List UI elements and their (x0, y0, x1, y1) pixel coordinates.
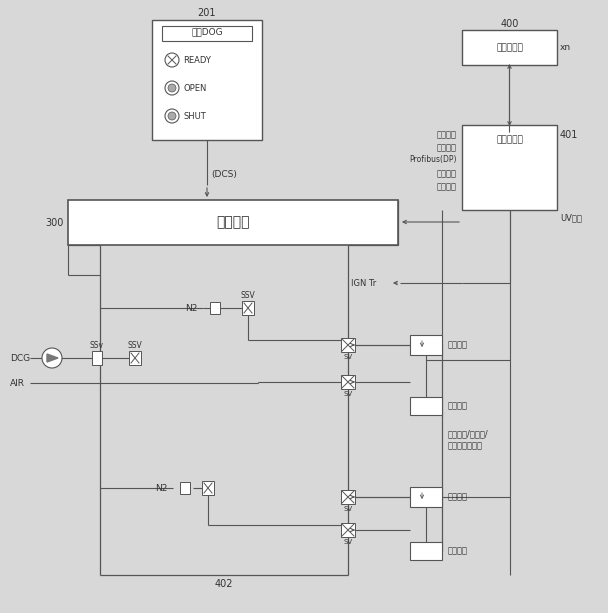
Bar (462, 30, 557, 65)
Circle shape (165, 53, 179, 67)
Text: READY: READY (183, 56, 211, 65)
Text: SV: SV (344, 539, 353, 545)
Bar (341, 338, 355, 352)
Bar (162, 26, 252, 41)
Bar (180, 482, 190, 494)
Bar (242, 301, 254, 315)
Text: 点火观察盘: 点火观察盘 (496, 135, 523, 144)
Text: UV检测: UV检测 (560, 213, 582, 222)
Bar (462, 125, 557, 210)
Text: OPEN: OPEN (183, 84, 206, 93)
Text: 400: 400 (500, 19, 519, 29)
Text: SSV: SSV (128, 341, 142, 350)
Bar (152, 20, 262, 140)
Polygon shape (47, 354, 58, 362)
Text: 联锁控制: 联锁控制 (216, 216, 250, 229)
Text: SSV: SSV (241, 291, 255, 300)
Text: 点火烧嘴: 点火烧嘴 (448, 402, 468, 411)
Text: 201: 201 (198, 8, 216, 18)
Text: SV: SV (344, 506, 353, 512)
Text: 联锁满足: 联锁满足 (437, 169, 457, 178)
Circle shape (168, 84, 176, 92)
Circle shape (165, 81, 179, 95)
Bar (129, 351, 141, 365)
Bar (210, 302, 220, 314)
Text: SSv: SSv (90, 341, 104, 350)
Text: IGN Tr: IGN Tr (351, 278, 376, 287)
Text: 401: 401 (560, 130, 578, 140)
Text: SV: SV (344, 354, 353, 360)
Text: SV: SV (344, 391, 353, 397)
Text: AIR: AIR (10, 378, 25, 387)
Bar (92, 351, 102, 365)
Text: 去预热段/直接段/: 去预热段/直接段/ (448, 429, 489, 438)
Text: 现场点火盒: 现场点火盒 (496, 43, 523, 52)
Text: Profibus(DP): Profibus(DP) (410, 155, 457, 164)
Text: 点火DOG: 点火DOG (191, 27, 223, 36)
Bar (410, 542, 442, 560)
Bar (410, 487, 442, 507)
Text: 点火烧嘴: 点火烧嘴 (448, 492, 468, 501)
Text: 300: 300 (46, 218, 64, 227)
Bar (341, 375, 355, 389)
Bar (68, 200, 398, 245)
Circle shape (168, 112, 176, 120)
Circle shape (165, 109, 179, 123)
Text: N2: N2 (185, 303, 198, 313)
Bar (202, 481, 214, 495)
Bar (341, 490, 355, 504)
Text: xn: xn (560, 43, 571, 52)
Text: 点火烧嘴: 点火烧嘴 (448, 547, 468, 555)
Text: DCG: DCG (10, 354, 30, 362)
Bar (410, 397, 442, 415)
Bar (341, 523, 355, 537)
Text: SHUT: SHUT (183, 112, 206, 121)
Text: 点火烧嘴: 点火烧嘴 (448, 340, 468, 349)
Text: 辐射段点火烧嘴: 辐射段点火烧嘴 (448, 441, 483, 450)
Bar (410, 335, 442, 355)
Text: 点火操作: 点火操作 (437, 130, 457, 139)
Text: 402: 402 (215, 579, 233, 589)
Text: (DCS): (DCS) (211, 170, 237, 179)
Text: 允许操作: 允许操作 (437, 182, 457, 191)
Text: N2: N2 (155, 484, 167, 492)
Text: 着火状态: 着火状态 (437, 143, 457, 152)
Circle shape (42, 348, 62, 368)
